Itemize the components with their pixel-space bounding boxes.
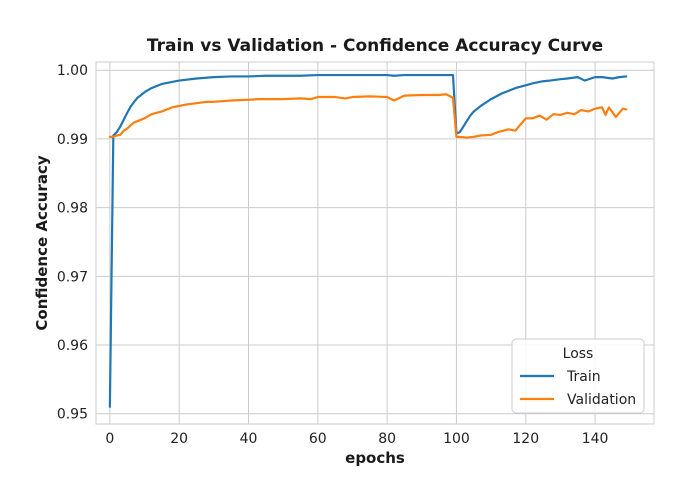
legend-box	[511, 338, 645, 414]
y-tick-label: 0.99	[57, 132, 88, 148]
legend-title: Loss	[563, 346, 594, 362]
y-tick-label: 0.98	[57, 201, 88, 217]
y-tick-label: 1.00	[57, 63, 88, 79]
legend-label-validation: Validation	[567, 392, 636, 408]
y-tick-label: 0.95	[57, 407, 88, 423]
y-tick-label: 0.97	[57, 269, 88, 285]
x-tick-labels: 0 20 40 60 80 100 120 140	[105, 431, 608, 447]
x-tick-label: 140	[582, 431, 609, 447]
x-tick-label: 100	[443, 431, 470, 447]
y-tick-labels: 0.95 0.96 0.97 0.98 0.99 1.00	[57, 63, 88, 422]
plot-frame	[95, 61, 655, 425]
y-axis-label: Confidence Accuracy	[33, 155, 51, 330]
y-tick-label: 0.96	[57, 338, 88, 354]
legend-label-train: Train	[566, 369, 601, 385]
x-tick-label: 20	[170, 431, 188, 447]
x-axis-label: epochs	[345, 449, 405, 467]
legend: Loss Train Validation	[511, 338, 645, 414]
x-tick-label: 60	[309, 431, 327, 447]
series-line-validation	[108, 93, 628, 139]
x-tick-label: 80	[378, 431, 396, 447]
series-layer	[108, 73, 628, 408]
x-tick-label: 0	[105, 431, 114, 447]
x-tick-label: 40	[240, 431, 258, 447]
chart-title: Train vs Validation - Confidence Accurac…	[147, 36, 603, 56]
series-line-train	[108, 73, 628, 408]
x-tick-label: 120	[512, 431, 539, 447]
